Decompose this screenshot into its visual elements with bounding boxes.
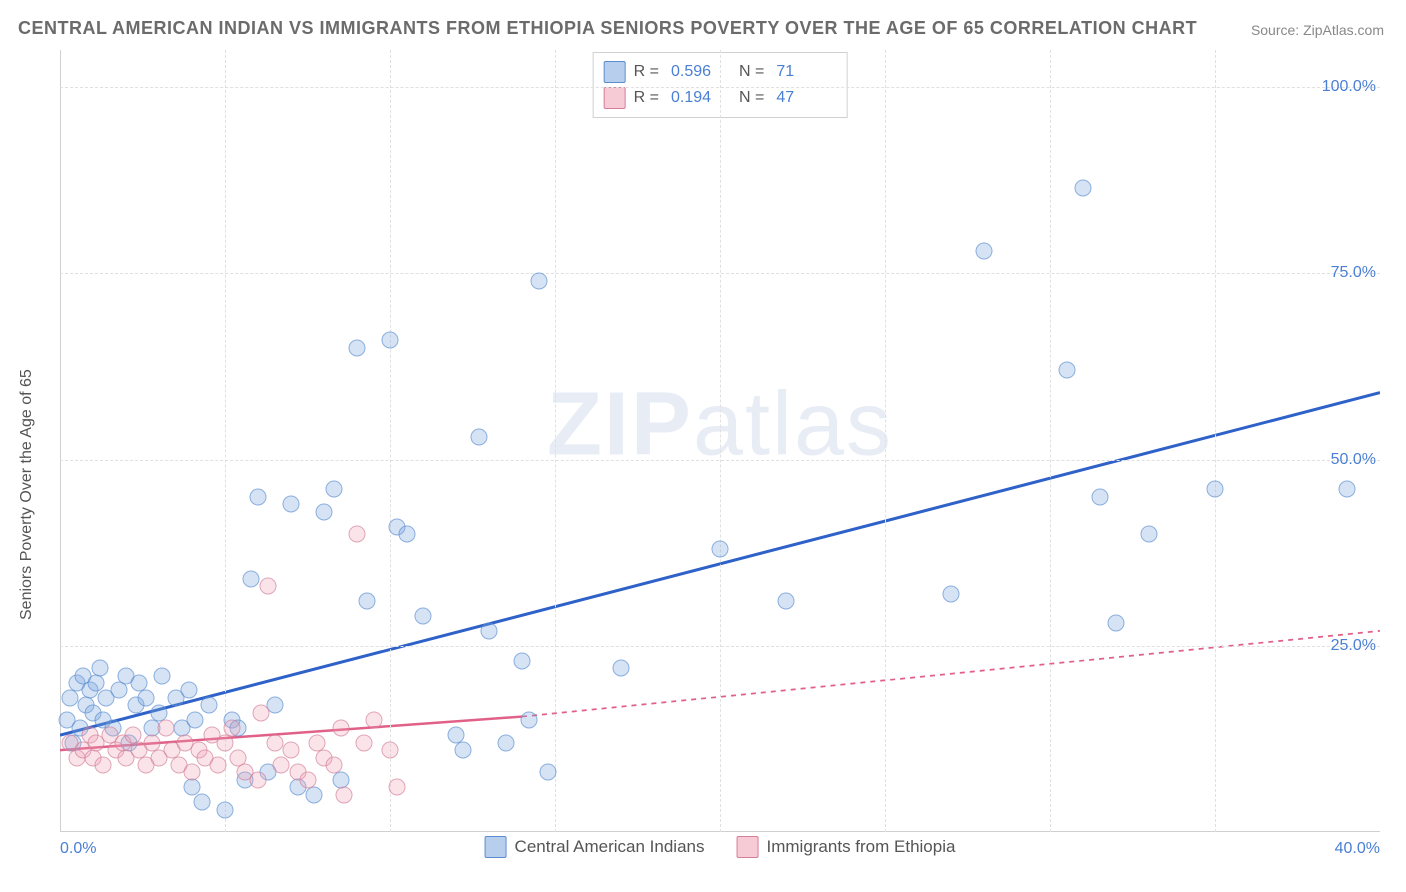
data-point-blue [1339,481,1356,498]
data-point-blue [382,332,399,349]
data-point-pink [94,756,111,773]
data-point-blue [1141,526,1158,543]
y-tick-label: 75.0% [1331,264,1376,282]
data-point-blue [976,243,993,260]
data-point-pink [332,719,349,736]
series-legend: Central American Indians Immigrants from… [485,836,956,858]
gridline-v [555,50,556,832]
data-point-pink [335,786,352,803]
data-point-blue [1058,362,1075,379]
x-tick-label: 40.0% [1335,840,1380,858]
swatch-blue-icon [604,61,626,83]
data-point-blue [217,801,234,818]
gridline-v [1215,50,1216,832]
data-point-pink [266,734,283,751]
data-point-blue [61,689,78,706]
r-label: R = [634,63,659,81]
data-point-blue [358,593,375,610]
data-point-pink [223,719,240,736]
r-value-blue: 0.596 [671,63,717,81]
gridline-v [720,50,721,832]
data-point-pink [184,764,201,781]
data-point-blue [481,622,498,639]
data-point-blue [1091,488,1108,505]
data-point-pink [210,756,227,773]
data-point-pink [253,704,270,721]
data-point-pink [349,526,366,543]
data-point-blue [154,667,171,684]
data-point-blue [540,764,557,781]
legend-label: Immigrants from Ethiopia [766,837,955,857]
swatch-blue-icon [485,836,507,858]
n-value-blue: 71 [776,63,822,81]
data-point-blue [137,689,154,706]
data-point-blue [250,488,267,505]
source-label: Source: ZipAtlas.com [1251,22,1384,38]
swatch-pink-icon [604,87,626,109]
x-tick-label: 0.0% [60,840,96,858]
swatch-pink-icon [736,836,758,858]
legend-label: Central American Indians [515,837,705,857]
r-value-pink: 0.194 [671,89,717,107]
data-point-blue [1108,615,1125,632]
y-tick-label: 100.0% [1322,78,1376,96]
y-tick-label: 25.0% [1331,637,1376,655]
data-point-blue [1075,179,1092,196]
data-point-blue [514,652,531,669]
n-label: N = [739,89,764,107]
data-point-pink [355,734,372,751]
data-point-blue [187,712,204,729]
n-value-pink: 47 [776,89,822,107]
data-point-blue [243,570,260,587]
y-axis-label: Seniors Poverty Over the Age of 65 [18,369,36,620]
legend-item-pink: Immigrants from Ethiopia [736,836,955,858]
legend-item-blue: Central American Indians [485,836,705,858]
chart-title: CENTRAL AMERICAN INDIAN VS IMMIGRANTS FR… [18,18,1197,39]
data-point-blue [200,697,217,714]
data-point-pink [283,742,300,759]
data-point-pink [388,779,405,796]
data-point-pink [273,756,290,773]
gridline-v [390,50,391,832]
r-label: R = [634,89,659,107]
gridline-v [1050,50,1051,832]
data-point-blue [471,429,488,446]
data-point-blue [398,526,415,543]
data-point-blue [778,593,795,610]
data-point-blue [91,660,108,677]
data-point-blue [415,608,432,625]
data-point-pink [217,734,234,751]
data-point-blue [530,272,547,289]
data-point-pink [250,771,267,788]
data-point-pink [157,719,174,736]
plot-area: ZIPatlas R = 0.596 N = 71 R = 0.194 N = … [60,50,1380,832]
data-point-blue [613,660,630,677]
data-point-pink [259,578,276,595]
data-point-blue [497,734,514,751]
data-point-blue [193,794,210,811]
data-point-blue [180,682,197,699]
data-point-blue [1207,481,1224,498]
data-point-pink [325,756,342,773]
data-point-blue [325,481,342,498]
data-point-blue [454,742,471,759]
data-point-blue [943,585,960,602]
data-point-blue [712,540,729,557]
data-point-blue [306,786,323,803]
y-tick-label: 50.0% [1331,451,1376,469]
data-point-blue [316,503,333,520]
data-point-pink [299,771,316,788]
data-point-pink [382,742,399,759]
data-point-blue [349,339,366,356]
data-point-blue [283,496,300,513]
data-point-pink [365,712,382,729]
trend-line-ext-pink [522,631,1380,717]
gridline-v [885,50,886,832]
n-label: N = [739,63,764,81]
data-point-blue [111,682,128,699]
data-point-blue [520,712,537,729]
